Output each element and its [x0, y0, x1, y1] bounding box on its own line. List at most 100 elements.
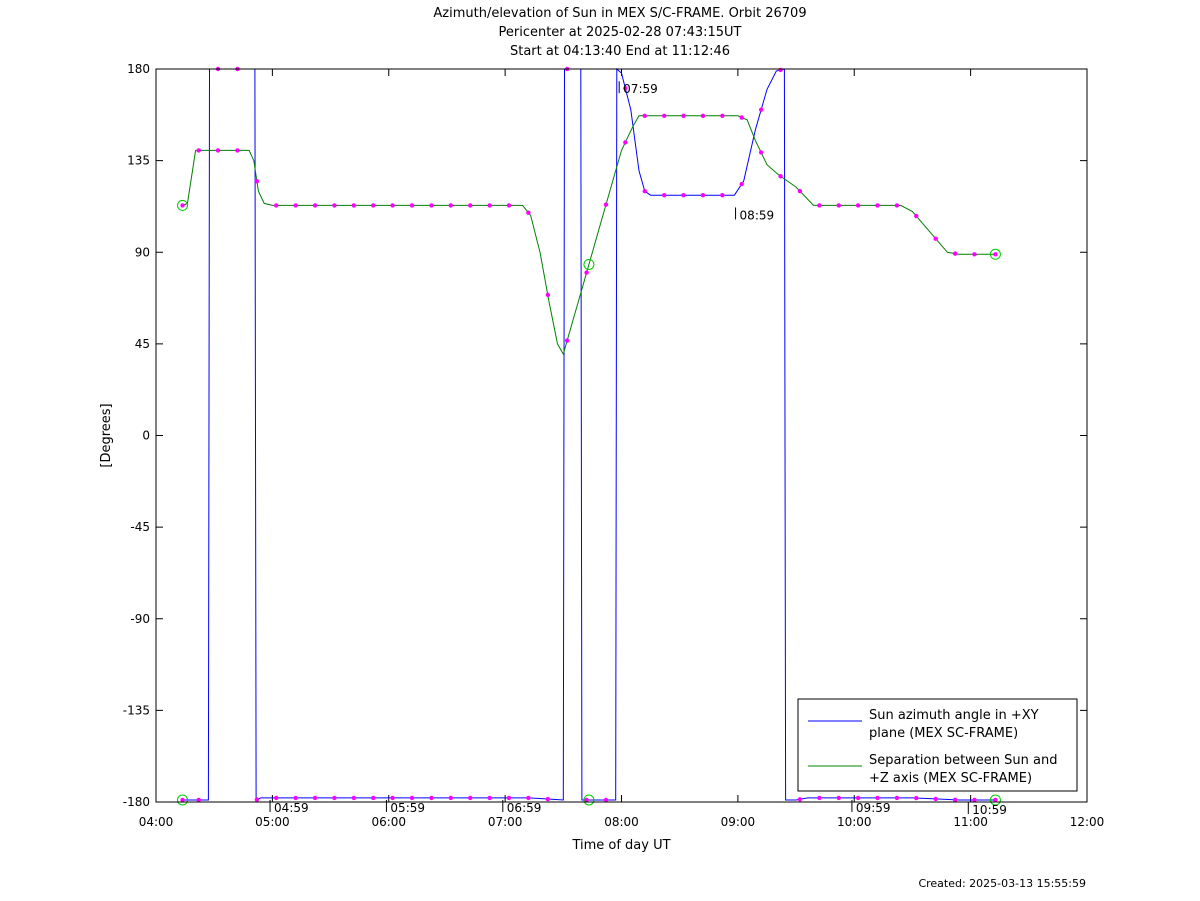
data-marker-separation — [603, 202, 609, 207]
data-marker-separation — [448, 203, 453, 208]
data-marker-separation — [894, 203, 900, 208]
annotation-label: 07:59 — [623, 82, 658, 96]
y-tick-label: 45 — [135, 337, 150, 351]
data-marker-azimuth — [293, 795, 298, 801]
data-marker-separation — [739, 115, 744, 120]
legend-label-azimuth: plane (MEX SC-FRAME) — [869, 726, 1018, 741]
data-marker-separation — [914, 213, 919, 219]
data-marker-azimuth — [875, 795, 880, 801]
data-marker-separation — [584, 270, 589, 275]
data-marker-separation — [933, 236, 938, 241]
data-marker-separation — [681, 113, 686, 119]
data-marker-separation — [409, 203, 415, 208]
data-marker-azimuth — [952, 797, 958, 802]
annotations: 07:59 08:59 04:59 05:59 06:59 09:59 10:59 — [269, 81, 1007, 817]
data-marker-separation — [797, 188, 803, 194]
data-marker-azimuth — [778, 67, 783, 73]
data-marker-separation — [274, 203, 279, 208]
data-marker-separation — [332, 203, 337, 208]
data-marker-separation — [180, 203, 185, 208]
plot-frame — [155, 68, 1088, 803]
data-marker-azimuth — [448, 795, 453, 801]
series-layer — [182, 67, 996, 801]
series-line-separation — [182, 115, 996, 356]
data-marker-separation — [468, 203, 473, 208]
data-marker-separation — [817, 203, 822, 208]
data-marker-azimuth — [855, 795, 861, 801]
data-marker-azimuth — [429, 795, 434, 801]
data-marker-azimuth — [545, 796, 551, 802]
data-marker-separation — [855, 203, 861, 208]
data-marker-azimuth — [312, 795, 318, 801]
data-marker-azimuth — [409, 795, 415, 801]
y-tick-label: -135 — [123, 703, 150, 717]
data-marker-separation — [235, 148, 240, 153]
annotation-label: 10:59 — [972, 803, 1007, 817]
chart-title-block: Azimuth/elevation of Sun in MEX S/C-FRAM… — [0, 4, 1200, 61]
x-axis-title: Time of day UT — [571, 838, 670, 853]
data-marker-separation — [293, 203, 298, 208]
data-marker-separation — [700, 113, 706, 119]
x-tick-label: 10:00 — [837, 815, 872, 829]
data-marker-azimuth — [700, 193, 706, 198]
data-marker-azimuth — [487, 795, 492, 801]
chart-title: Azimuth/elevation of Sun in MEX S/C-FRAM… — [433, 6, 807, 21]
data-marker-azimuth — [390, 795, 395, 801]
data-marker-separation — [506, 203, 512, 208]
endpoint-marker-azimuth — [177, 794, 189, 806]
endpoint-marker-separation — [583, 258, 595, 270]
data-marker-azimuth — [739, 181, 744, 187]
y-tick-label: -45 — [130, 520, 150, 534]
data-marker-azimuth — [332, 795, 337, 801]
data-marker-azimuth — [274, 795, 279, 801]
data-marker-separation — [351, 203, 357, 208]
data-marker-azimuth — [914, 795, 919, 801]
y-tick-label: 0 — [142, 429, 150, 443]
endpoint-marker-azimuth — [583, 794, 595, 806]
data-marker-azimuth — [603, 797, 609, 803]
endpoint-marker-separation — [989, 248, 1001, 260]
data-marker-separation — [390, 203, 395, 208]
legend-box — [797, 698, 1078, 792]
data-marker-separation — [875, 203, 880, 208]
data-marker-separation — [564, 338, 570, 343]
annotation-label: 09:59 — [856, 801, 891, 815]
data-marker-azimuth — [371, 795, 376, 801]
data-marker-azimuth — [933, 796, 938, 802]
data-marker-separation — [545, 292, 551, 298]
tick-labels: 04:00 05:00 06:00 07:00 08:00 09:00 10:00 11:00… — [123, 62, 1105, 829]
annotation-label: 08:59 — [740, 208, 775, 222]
x-tick-label: 07:00 — [488, 815, 523, 829]
endpoint-marker-separation — [177, 199, 189, 211]
data-marker-separation — [312, 203, 318, 208]
legend-label-azimuth: Sun azimuth angle in +XY — [869, 708, 1039, 723]
y-tick-label: -90 — [130, 612, 150, 626]
annotation-label: 05:59 — [390, 801, 425, 815]
data-marker-separation — [196, 148, 201, 153]
axis-ticks — [155, 68, 1088, 803]
data-marker-azimuth — [254, 797, 260, 802]
data-marker-azimuth — [972, 797, 977, 803]
y-tick-label: 135 — [127, 154, 150, 168]
data-marker-azimuth — [468, 795, 473, 801]
x-tick-label: 08:00 — [604, 815, 639, 829]
data-marker-azimuth — [642, 188, 647, 194]
data-marker-azimuth — [758, 107, 764, 112]
endpoint-marker-azimuth — [989, 794, 1001, 806]
data-marker-separation — [993, 252, 998, 257]
annotation-label: 04:59 — [274, 801, 309, 815]
x-tick-label: 11:00 — [953, 815, 988, 829]
y-axis-title: [Degrees] — [99, 403, 114, 467]
data-marker-separation — [836, 203, 841, 208]
x-tick-label: 05:00 — [255, 815, 290, 829]
data-marker-azimuth — [797, 797, 803, 802]
x-tick-label: 09:00 — [721, 815, 756, 829]
data-marker-azimuth — [526, 795, 531, 801]
chart-time-range: Start at 04:13:40 End at 11:12:46 — [509, 44, 731, 59]
data-marker-separation — [429, 203, 434, 208]
data-marker-separation — [215, 148, 221, 153]
data-marker-separation — [642, 113, 647, 119]
data-marker-azimuth — [681, 193, 686, 198]
data-marker-separation — [623, 140, 628, 145]
